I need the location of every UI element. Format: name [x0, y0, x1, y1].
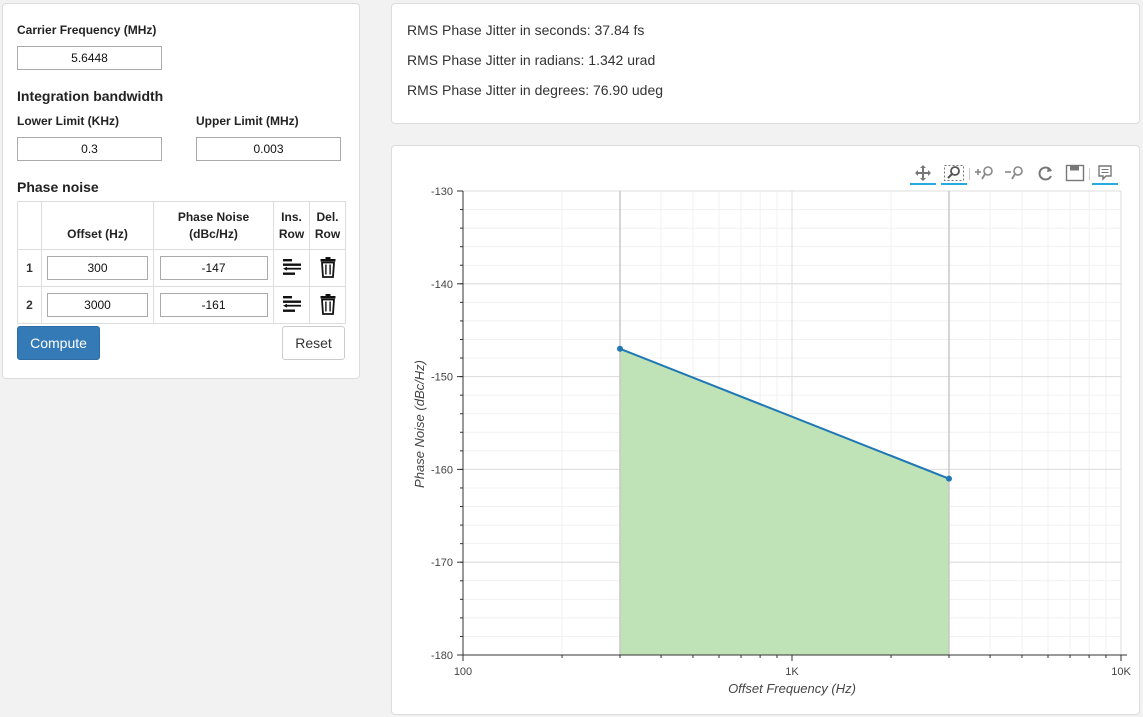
jitter-results-panel: RMS Phase Jitter in seconds: 37.84 fs RM… — [391, 3, 1140, 124]
reset-icon[interactable] — [1032, 163, 1058, 185]
table-row: 2 — [17, 286, 346, 324]
jitter-seconds-text: RMS Phase Jitter in seconds: 37.84 fs — [407, 22, 645, 38]
phase-noise-title: Phase noise — [17, 179, 99, 195]
save-icon[interactable] — [1062, 163, 1088, 185]
phase-noise-input[interactable] — [159, 293, 268, 317]
insert-row-icon[interactable] — [273, 249, 310, 287]
reset-button[interactable]: Reset — [282, 326, 345, 360]
integration-bandwidth-title: Integration bandwidth — [17, 88, 164, 104]
phase-noise-table: Offset (Hz) Phase Noise (dBc/Hz) Ins. Row … — [17, 201, 346, 324]
lower-limit-label: Lower Limit (KHz) — [17, 114, 119, 128]
insert-row-icon[interactable] — [273, 286, 310, 324]
row-number-header — [17, 201, 42, 250]
y-tick-label: -140 — [431, 279, 453, 291]
y-tick-label: -170 — [431, 557, 453, 569]
y-tick-label: -150 — [431, 372, 453, 384]
data-point — [945, 475, 952, 482]
phase-noise-input[interactable] — [159, 256, 268, 280]
insert-row-header: Ins. Row — [273, 201, 310, 250]
input-panel: Carrier Frequency (MHz) Integration band… — [2, 3, 360, 379]
compute-button[interactable]: Compute — [17, 326, 100, 360]
offset-input[interactable] — [47, 293, 148, 317]
x-tick-label: 100 — [454, 666, 472, 678]
y-tick-label: -130 — [431, 186, 453, 198]
y-axis-label: Phase Noise (dBc/Hz) — [412, 360, 427, 488]
x-tick-label: 1K — [785, 666, 799, 678]
pan-icon[interactable] — [910, 163, 936, 185]
x-tick-label: 10K — [1111, 666, 1131, 678]
offset-input[interactable] — [47, 256, 148, 280]
delete-row-icon[interactable] — [309, 286, 346, 324]
y-tick-label: -160 — [431, 464, 453, 476]
offset-header: Offset (Hz) — [41, 201, 154, 250]
carrier-frequency-input[interactable] — [17, 46, 162, 70]
hover-icon[interactable] — [1092, 163, 1118, 185]
carrier-frequency-label: Carrier Frequency (MHz) — [17, 23, 157, 37]
chart-panel: -130 -140 -150 -160 -170 -180 100 1K 10K Offset … — [391, 145, 1140, 715]
box-zoom-icon[interactable] — [941, 163, 967, 185]
upper-limit-input[interactable] — [196, 137, 341, 161]
zoom-in-icon[interactable] — [972, 163, 998, 185]
integration-area — [619, 348, 949, 655]
jitter-degrees-text: RMS Phase Jitter in degrees: 76.90 udeg — [407, 82, 664, 98]
delete-row-icon[interactable] — [309, 249, 346, 287]
row-number: 1 — [17, 249, 42, 287]
phase-noise-header: Phase Noise (dBc/Hz) — [153, 201, 274, 250]
row-number: 2 — [17, 286, 42, 324]
lower-limit-input[interactable] — [17, 137, 162, 161]
jitter-radians-text: RMS Phase Jitter in radians: 1.342 urad — [407, 52, 656, 68]
table-row: 1 — [17, 249, 346, 287]
toolbar-separator — [1089, 168, 1090, 180]
y-tick-label: -180 — [431, 650, 453, 662]
delete-row-header: Del. Row — [309, 201, 346, 250]
upper-limit-label: Upper Limit (MHz) — [196, 114, 299, 128]
data-point — [616, 345, 623, 352]
zoom-out-icon[interactable] — [1002, 163, 1028, 185]
x-axis-label: Offset Frequency (Hz) — [728, 681, 856, 696]
toolbar-separator — [969, 168, 970, 180]
series-line — [619, 347, 950, 480]
